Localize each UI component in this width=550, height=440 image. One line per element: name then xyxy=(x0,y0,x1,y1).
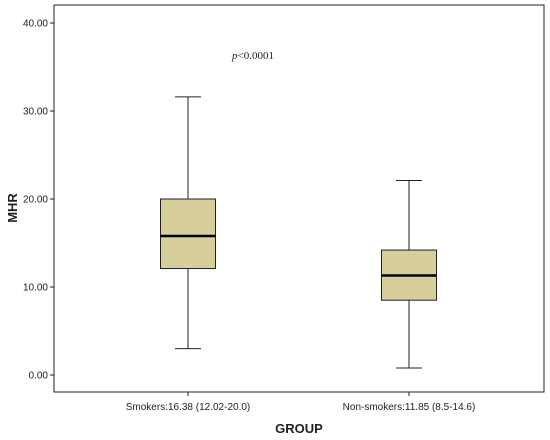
p-value-annotation: p<0.0001 xyxy=(231,50,274,62)
y-tick-label: 40.00 xyxy=(23,19,48,30)
y-tick-label: 30.00 xyxy=(23,107,48,118)
y-axis: 0.00 10.00 20.00 30.00 40.00 xyxy=(23,19,54,382)
x-category-label: Smokers:16.38 (12.02-20.0) xyxy=(126,402,251,413)
y-tick-label: 10.00 xyxy=(23,283,48,294)
y-tick-label: 20.00 xyxy=(23,195,48,206)
box-group xyxy=(381,180,437,369)
p-value-text: <0.0001 xyxy=(238,50,274,62)
x-category-label: Non-smokers:11.85 (8.5-14.6) xyxy=(343,402,476,413)
x-axis-title: GROUP xyxy=(275,421,323,436)
y-tick-label: 0.00 xyxy=(29,371,49,382)
x-axis: Smokers:16.38 (12.02-20.0) Non-smokers:11… xyxy=(126,392,476,413)
plot-frame xyxy=(53,4,545,393)
y-axis-title: MHR xyxy=(5,193,20,223)
box-group xyxy=(160,96,216,350)
p-value-prefix: p xyxy=(231,50,238,62)
boxes xyxy=(160,96,437,369)
iqr-box xyxy=(160,198,216,270)
